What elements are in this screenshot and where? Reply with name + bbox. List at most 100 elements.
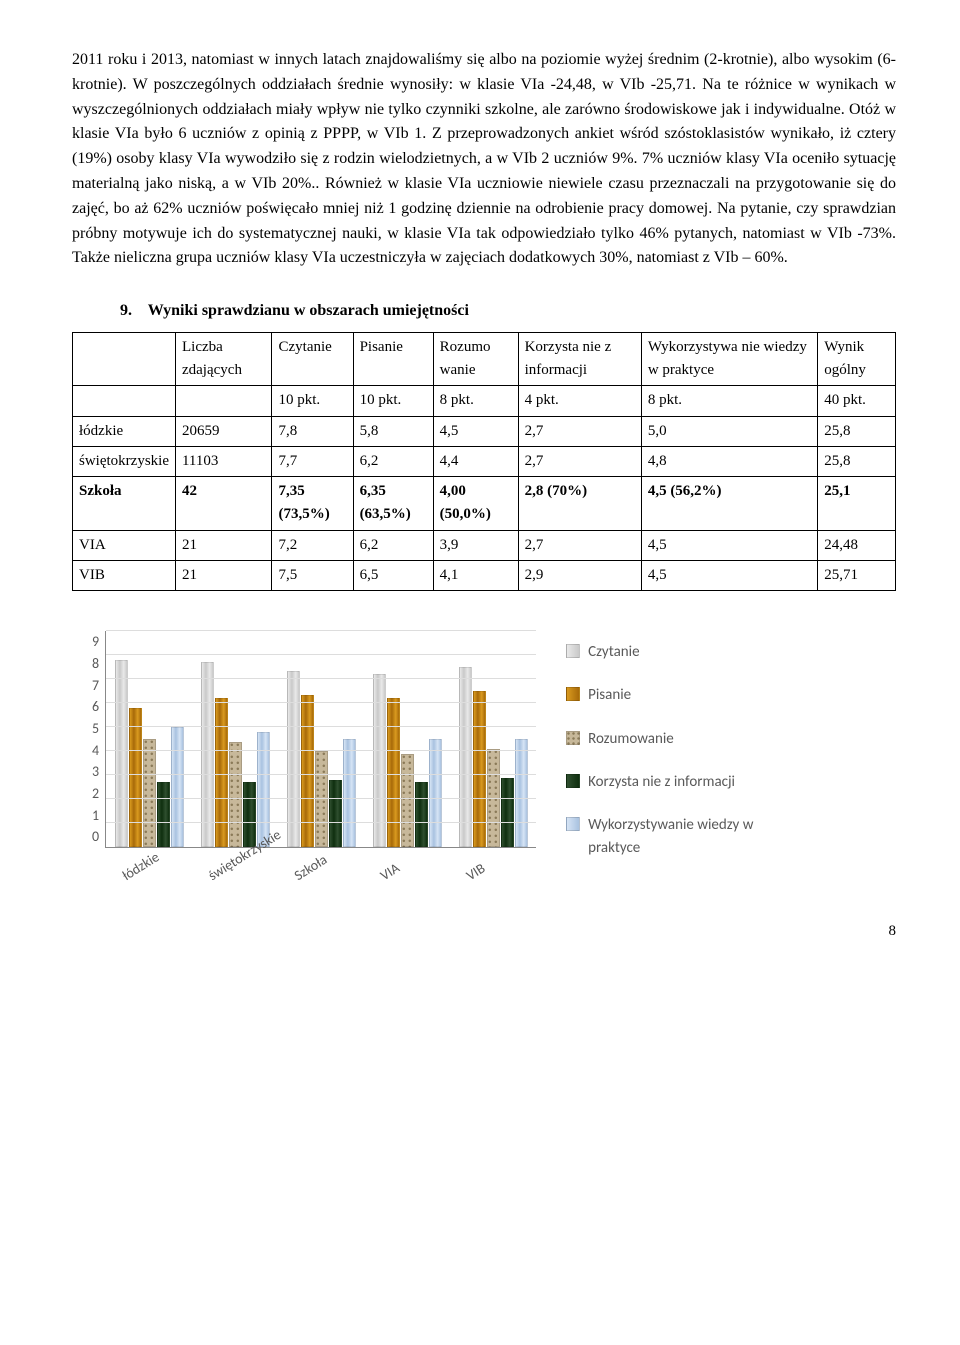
table-cell: 4,4 bbox=[433, 446, 518, 476]
table-row: Szkoła427,35 (73,5%)6,35 (63,5%)4,00 (50… bbox=[73, 477, 896, 531]
table-subheader-cell: 8 pkt. bbox=[433, 386, 518, 416]
bar bbox=[315, 751, 328, 847]
table-cell: 25,1 bbox=[818, 477, 896, 531]
table-subheader-cell: 10 pkt. bbox=[272, 386, 353, 416]
table-cell: 6,2 bbox=[353, 446, 433, 476]
bar-group bbox=[287, 671, 356, 847]
table-subheader-cell: 10 pkt. bbox=[353, 386, 433, 416]
legend-label: Wykorzystywanie wiedzy w praktyce bbox=[588, 814, 776, 861]
y-tick-label: 7 bbox=[92, 675, 99, 697]
table-cell: 4,00 (50,0%) bbox=[433, 477, 518, 531]
legend: Czytanie Pisanie Rozumowanie Korzysta nie z… bbox=[566, 631, 776, 861]
bar bbox=[215, 698, 228, 847]
bar bbox=[301, 695, 314, 847]
gridline bbox=[106, 678, 536, 679]
table-cell: 4,1 bbox=[433, 560, 518, 590]
y-tick-label: 0 bbox=[92, 826, 99, 848]
plot-area bbox=[105, 631, 536, 848]
table-cell: 3,9 bbox=[433, 530, 518, 560]
table-head: Liczba zdającychCzytaniePisanieRozumo wa… bbox=[73, 332, 896, 416]
section-number: 9. bbox=[120, 299, 144, 324]
legend-item: Wykorzystywanie wiedzy w praktyce bbox=[566, 814, 776, 861]
gridline bbox=[106, 798, 536, 799]
table-cell: 4,5 bbox=[433, 416, 518, 446]
legend-swatch bbox=[566, 644, 580, 658]
table-cell: 5,8 bbox=[353, 416, 433, 446]
table-header-cell: Pisanie bbox=[353, 332, 433, 386]
table-cell: 2,7 bbox=[518, 530, 641, 560]
table-row: świętokrzyskie111037,76,24,42,74,825,8 bbox=[73, 446, 896, 476]
table-cell: 4,8 bbox=[641, 446, 817, 476]
table-cell: 2,9 bbox=[518, 560, 641, 590]
table-row: VIB217,56,54,12,94,525,71 bbox=[73, 560, 896, 590]
legend-swatch bbox=[566, 817, 580, 831]
gridline bbox=[106, 774, 536, 775]
table-cell: VIA bbox=[73, 530, 176, 560]
bar bbox=[429, 739, 442, 847]
page-number: 8 bbox=[72, 920, 896, 943]
legend-swatch bbox=[566, 731, 580, 745]
table-cell: 21 bbox=[175, 560, 272, 590]
table-cell: 4,5 (56,2%) bbox=[641, 477, 817, 531]
table-cell: 24,48 bbox=[818, 530, 896, 560]
bar bbox=[473, 691, 486, 847]
gridline bbox=[106, 750, 536, 751]
legend-label: Pisanie bbox=[588, 684, 631, 707]
table-row: łódzkie206597,85,84,52,75,025,8 bbox=[73, 416, 896, 446]
y-tick-label: 6 bbox=[92, 696, 99, 718]
results-table: Liczba zdającychCzytaniePisanieRozumo wa… bbox=[72, 332, 896, 591]
table-cell: 5,0 bbox=[641, 416, 817, 446]
bar bbox=[129, 708, 142, 847]
table-header-cell: Rozumo wanie bbox=[433, 332, 518, 386]
table-header-cell bbox=[73, 332, 176, 386]
y-tick-label: 1 bbox=[92, 805, 99, 827]
table-cell: 7,35 (73,5%) bbox=[272, 477, 353, 531]
table-cell: 25,8 bbox=[818, 416, 896, 446]
legend-item: Korzysta nie z informacji bbox=[566, 771, 776, 794]
y-tick-label: 4 bbox=[92, 740, 99, 762]
table-cell: Szkoła bbox=[73, 477, 176, 531]
table-cell: 6,5 bbox=[353, 560, 433, 590]
x-axis-labels: łódzkieświętokrzyskieSzkołaVIAVIB bbox=[105, 868, 535, 890]
legend-item: Czytanie bbox=[566, 641, 776, 664]
legend-label: Rozumowanie bbox=[588, 728, 674, 751]
table-cell: świętokrzyskie bbox=[73, 446, 176, 476]
table-cell: 42 bbox=[175, 477, 272, 531]
table-row: VIA217,26,23,92,74,524,48 bbox=[73, 530, 896, 560]
chart: 9876543210 łódzkieświętokrzyskieSzkołaVI… bbox=[92, 631, 536, 890]
y-tick-label: 9 bbox=[92, 631, 99, 653]
legend-label: Czytanie bbox=[588, 641, 639, 664]
table-header-cell: Korzysta nie z informacji bbox=[518, 332, 641, 386]
table-subheader-cell: 40 pkt. bbox=[818, 386, 896, 416]
bar-groups bbox=[106, 631, 536, 847]
table-header-cell: Wykorzystywa nie wiedzy w praktyce bbox=[641, 332, 817, 386]
legend-label: Korzysta nie z informacji bbox=[588, 771, 735, 794]
table-cell: 6,2 bbox=[353, 530, 433, 560]
bar bbox=[201, 662, 214, 847]
table-cell: łódzkie bbox=[73, 416, 176, 446]
gridline bbox=[106, 822, 536, 823]
table-cell: 2,8 (70%) bbox=[518, 477, 641, 531]
y-tick-label: 5 bbox=[92, 718, 99, 740]
table-subheader-cell: 4 pkt. bbox=[518, 386, 641, 416]
table-cell: 7,7 bbox=[272, 446, 353, 476]
gridline bbox=[106, 702, 536, 703]
table-header-cell: Czytanie bbox=[272, 332, 353, 386]
table-cell: 20659 bbox=[175, 416, 272, 446]
table-cell: 25,71 bbox=[818, 560, 896, 590]
y-tick-label: 8 bbox=[92, 653, 99, 675]
legend-swatch bbox=[566, 774, 580, 788]
bar bbox=[229, 742, 242, 848]
table-cell: 7,2 bbox=[272, 530, 353, 560]
bar bbox=[143, 739, 156, 847]
table-subheader-cell bbox=[175, 386, 272, 416]
table-subheader-cell: 8 pkt. bbox=[641, 386, 817, 416]
bar bbox=[171, 727, 184, 847]
y-axis: 9876543210 bbox=[92, 631, 105, 847]
table-header-cell: Wynik ogólny bbox=[818, 332, 896, 386]
legend-item: Pisanie bbox=[566, 684, 776, 707]
bar-group bbox=[201, 662, 270, 847]
table-cell: VIB bbox=[73, 560, 176, 590]
table-cell: 21 bbox=[175, 530, 272, 560]
table-cell: 2,7 bbox=[518, 416, 641, 446]
